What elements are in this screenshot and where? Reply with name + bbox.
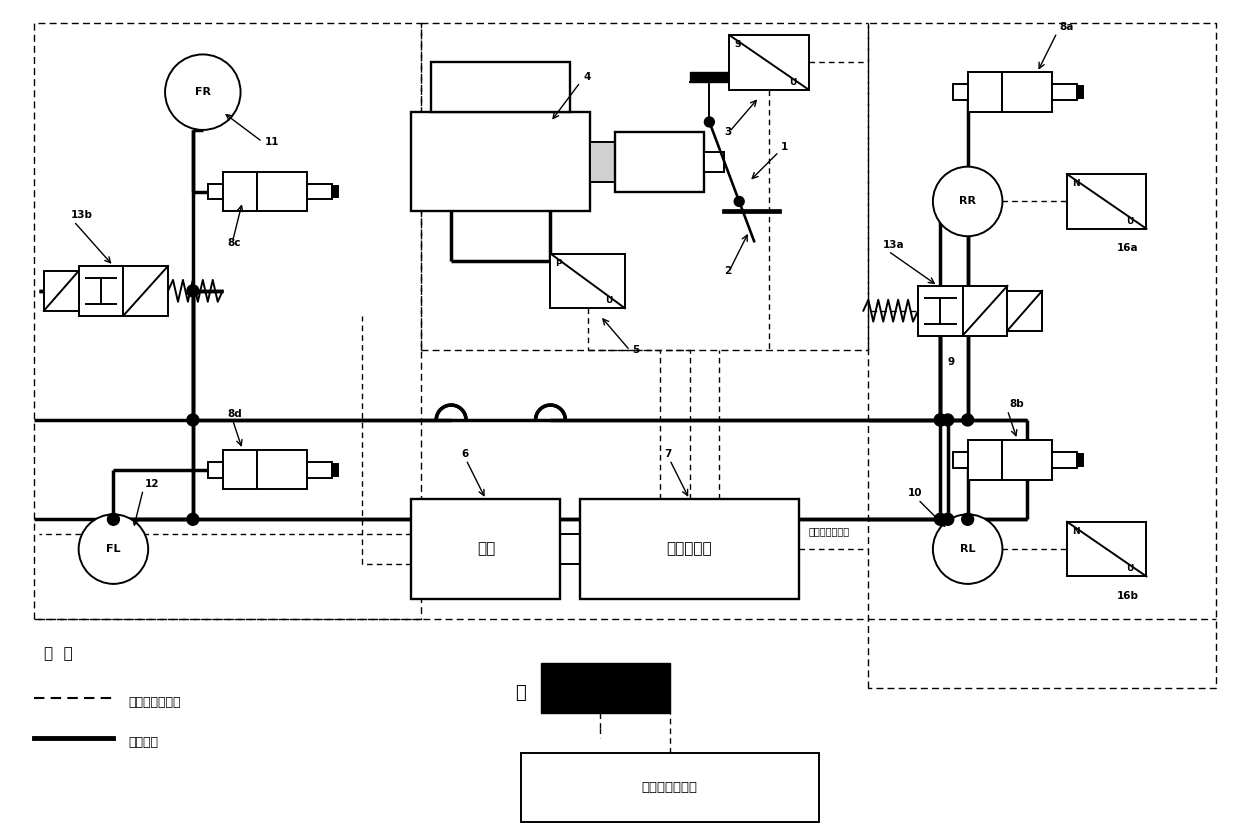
Bar	[1076, 454, 1083, 466]
Text: FR: FR	[195, 87, 211, 97]
Text: 制动管路: 制动管路	[128, 735, 159, 749]
Circle shape	[187, 513, 198, 525]
Bar	[962, 286, 1007, 335]
Text: 4: 4	[583, 72, 590, 82]
Bar	[308, 183, 332, 199]
Text: FL: FL	[107, 544, 120, 554]
Text: 制动控制器: 制动控制器	[667, 542, 712, 557]
Text: 16b: 16b	[1117, 591, 1138, 601]
Text: N: N	[1071, 179, 1080, 188]
Bar	[580, 500, 799, 598]
Bar	[952, 84, 967, 100]
Bar	[208, 461, 223, 477]
Text: 7: 7	[665, 449, 672, 459]
Text: 13a: 13a	[883, 240, 905, 250]
Bar	[952, 452, 967, 467]
Bar	[123, 266, 169, 315]
Text: 13b: 13b	[71, 210, 93, 220]
Bar	[223, 450, 258, 490]
Circle shape	[935, 513, 946, 525]
Circle shape	[734, 197, 744, 207]
Text: 8c: 8c	[228, 238, 241, 248]
Text: 5: 5	[632, 345, 639, 355]
Bar	[223, 172, 258, 212]
Text: 8b: 8b	[1009, 399, 1024, 409]
Text: 电源: 电源	[476, 542, 495, 557]
Bar	[1066, 174, 1147, 229]
Bar	[412, 500, 560, 598]
Text: 1: 1	[781, 142, 789, 152]
Text: U: U	[789, 78, 796, 86]
Bar	[258, 172, 308, 212]
Text: U: U	[605, 296, 613, 305]
Bar	[1007, 290, 1042, 330]
Bar	[1002, 440, 1052, 480]
Text: 6: 6	[461, 449, 469, 459]
Bar	[1076, 86, 1083, 98]
Bar	[432, 62, 570, 112]
Circle shape	[165, 55, 241, 130]
Text: 3: 3	[724, 127, 732, 137]
Text: S: S	[734, 40, 740, 49]
Bar	[332, 186, 339, 198]
Text: RL: RL	[960, 544, 976, 554]
Bar	[967, 440, 1002, 480]
Text: 8d: 8d	[228, 409, 242, 419]
Bar	[551, 254, 625, 308]
Text: 2: 2	[724, 266, 732, 276]
Text: 9: 9	[947, 358, 955, 368]
Bar	[308, 461, 332, 477]
Circle shape	[932, 515, 1002, 583]
Text: 10: 10	[908, 488, 923, 499]
Bar	[1002, 72, 1052, 112]
Bar	[332, 464, 339, 476]
Bar	[590, 142, 615, 182]
Circle shape	[942, 414, 954, 426]
Bar	[967, 72, 1002, 112]
Bar	[541, 663, 670, 713]
Circle shape	[932, 167, 1002, 237]
Text: 至其它电控系统: 至其它电控系统	[808, 526, 849, 536]
Circle shape	[187, 414, 198, 426]
Circle shape	[935, 414, 946, 426]
Text: 图  例: 图 例	[43, 647, 73, 662]
Circle shape	[962, 513, 973, 525]
Bar	[208, 183, 223, 199]
Circle shape	[108, 513, 119, 525]
Circle shape	[942, 513, 954, 525]
Bar	[521, 753, 818, 823]
Circle shape	[78, 515, 148, 583]
Circle shape	[187, 285, 198, 297]
Bar	[43, 271, 78, 310]
Text: 信号线和电源线: 信号线和电源线	[128, 696, 181, 709]
Bar	[412, 112, 590, 212]
Bar	[1066, 522, 1147, 576]
Bar	[1052, 84, 1076, 100]
Text: 11: 11	[264, 137, 279, 147]
Text: 雷达、摄像头等: 雷达、摄像头等	[641, 781, 698, 794]
Circle shape	[935, 414, 946, 426]
Circle shape	[704, 117, 714, 127]
Bar	[615, 132, 704, 192]
Bar	[1052, 452, 1076, 467]
Text: 🔔: 🔔	[516, 684, 526, 702]
Text: 16a: 16a	[1117, 243, 1138, 253]
Text: N: N	[1071, 527, 1080, 535]
Bar	[258, 450, 308, 490]
Text: P: P	[556, 258, 562, 267]
Circle shape	[962, 414, 973, 426]
Text: 8a: 8a	[1059, 22, 1074, 32]
Text: 12: 12	[145, 479, 160, 489]
Text: U: U	[1127, 217, 1133, 226]
Bar	[78, 266, 123, 315]
Bar	[704, 152, 724, 172]
Text: RR: RR	[960, 197, 976, 207]
Bar	[918, 286, 962, 335]
Bar	[729, 35, 808, 90]
Text: U: U	[1127, 564, 1133, 574]
